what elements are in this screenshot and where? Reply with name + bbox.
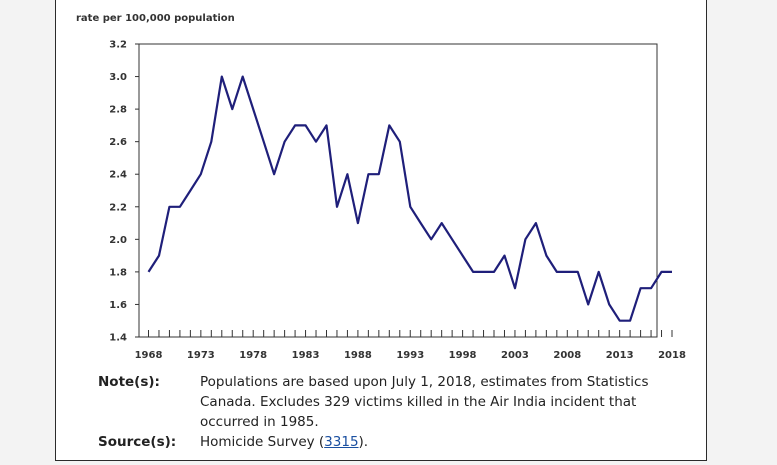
- source-row: Source(s): Homicide Survey (3315).: [98, 432, 698, 452]
- x-tick-label: 2018: [658, 350, 686, 361]
- x-tick-label: 1978: [239, 350, 267, 361]
- series-line: [147, 75, 672, 322]
- source-text: Homicide Survey (3315).: [200, 432, 698, 452]
- note-row: Note(s): Populations are based upon July…: [98, 372, 698, 432]
- line-chart: rate per 100,000 population 1.4 1.6 1.8 2.0…: [76, 13, 686, 361]
- x-tick-label: 1973: [187, 350, 215, 361]
- x-tick-label: 1983: [292, 350, 320, 361]
- notes-section: Note(s): Populations are based upon July…: [98, 372, 698, 452]
- source-prefix: Homicide Survey (: [200, 434, 325, 450]
- x-tick-label: 1993: [396, 350, 424, 361]
- x-tick-label: 2013: [606, 350, 634, 361]
- y-tick-label: 2.6: [109, 137, 127, 148]
- x-tick-label: 1968: [135, 350, 163, 361]
- x-tick-label: 1998: [449, 350, 477, 361]
- y-tick-label: 1.4: [109, 333, 127, 344]
- source-link[interactable]: 3315: [324, 434, 359, 450]
- y-tick-label: 2.2: [109, 202, 127, 213]
- note-label: Note(s):: [98, 374, 160, 390]
- x-tick-label: 2008: [553, 350, 581, 361]
- y-tick-label: 1.8: [109, 267, 127, 278]
- y-axis-label: rate per 100,000 population: [76, 13, 235, 24]
- source-label: Source(s):: [98, 434, 177, 450]
- y-tick-label: 3.2: [109, 40, 127, 51]
- y-tick-label: 2.0: [109, 235, 127, 246]
- x-tick-label: 2003: [501, 350, 529, 361]
- note-text: Populations are based upon July 1, 2018,…: [200, 374, 649, 430]
- y-tick-label: 2.8: [109, 105, 127, 116]
- y-tick-label: 2.4: [109, 170, 127, 181]
- x-tick-label: 1988: [344, 350, 372, 361]
- plot-area: [138, 43, 658, 338]
- y-tick-label: 1.6: [109, 300, 127, 311]
- source-suffix: ).: [358, 434, 369, 450]
- chart-panel: rate per 100,000 population 1.4 1.6 1.8 2.0…: [55, 0, 707, 461]
- y-tick-label: 3.0: [109, 72, 127, 83]
